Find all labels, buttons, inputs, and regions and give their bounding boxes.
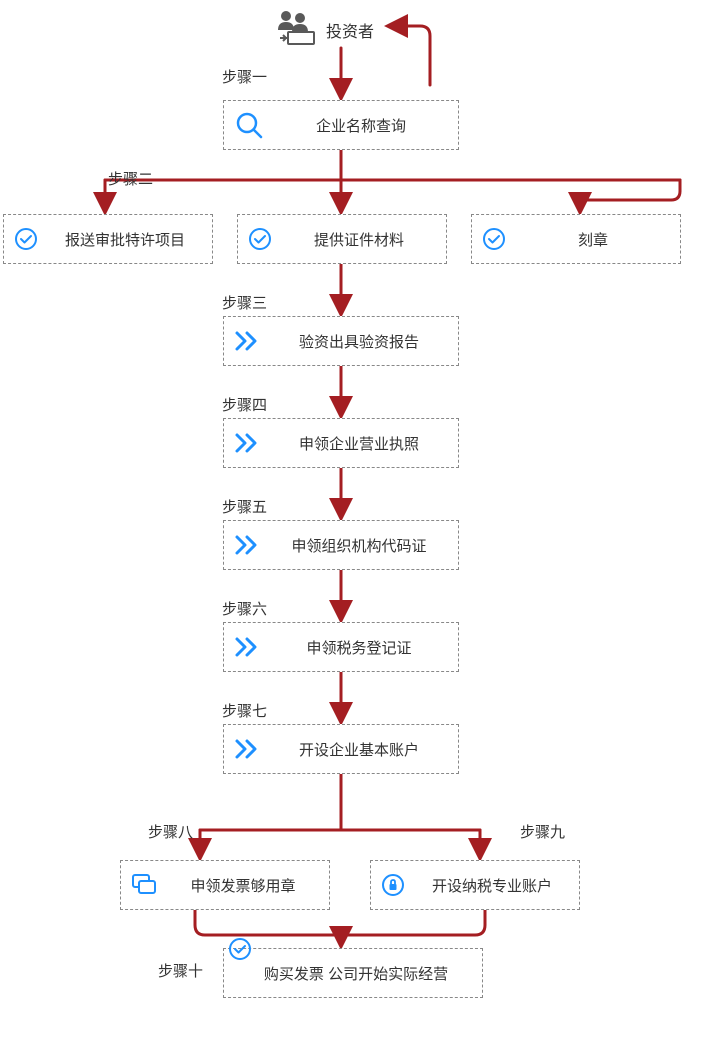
investor-icon <box>270 8 320 53</box>
check-icon <box>248 227 272 251</box>
flow-node-n6: 申领税务登记证 <box>223 622 459 672</box>
step-label: 步骤八 <box>148 821 193 842</box>
check-icon <box>228 937 252 961</box>
node-label: 购买发票 公司开始实际经营 <box>240 963 472 984</box>
flow-node-n7: 开设企业基本账户 <box>223 724 459 774</box>
step-label: 步骤七 <box>222 700 267 721</box>
flow-node-n2b: 提供证件材料 <box>237 214 447 264</box>
node-label: 企业名称查询 <box>274 115 448 136</box>
step-label: 步骤十 <box>158 960 203 981</box>
investor-label: 投资者 <box>326 18 374 42</box>
node-label: 开设企业基本账户 <box>270 739 448 760</box>
flow-node-n1: 企业名称查询 <box>223 100 459 150</box>
flow-node-n10: 购买发票 公司开始实际经营 <box>223 948 483 998</box>
step-label: 步骤六 <box>222 598 267 619</box>
node-label: 报送审批特许项目 <box>48 229 202 250</box>
node-label: 刻章 <box>516 229 670 250</box>
step-label: 步骤九 <box>520 821 565 842</box>
step-label: 步骤三 <box>222 292 267 313</box>
flow-node-n3: 验资出具验资报告 <box>223 316 459 366</box>
forward-icon <box>234 534 260 556</box>
check-icon <box>482 227 506 251</box>
flow-node-n5: 申领组织机构代码证 <box>223 520 459 570</box>
flow-node-n2c: 刻章 <box>471 214 681 264</box>
node-label: 提供证件材料 <box>282 229 436 250</box>
lock-icon <box>381 873 405 897</box>
forward-icon <box>234 330 260 352</box>
node-label: 申领企业营业执照 <box>270 433 448 454</box>
chat-icon <box>131 873 157 897</box>
node-label: 验资出具验资报告 <box>270 331 448 352</box>
node-label: 申领发票够用章 <box>167 875 319 896</box>
flow-node-n4: 申领企业营业执照 <box>223 418 459 468</box>
forward-icon <box>234 432 260 454</box>
step-label: 步骤二 <box>108 168 153 189</box>
check-icon <box>14 227 38 251</box>
node-label: 开设纳税专业账户 <box>415 875 569 896</box>
flow-node-n8: 申领发票够用章 <box>120 860 330 910</box>
flow-node-n2a: 报送审批特许项目 <box>3 214 213 264</box>
step-label: 步骤五 <box>222 496 267 517</box>
node-label: 申领税务登记证 <box>270 637 448 658</box>
node-label: 申领组织机构代码证 <box>270 535 448 556</box>
search-icon <box>234 110 264 140</box>
forward-icon <box>234 738 260 760</box>
step-label: 步骤一 <box>222 66 267 87</box>
flow-node-n9: 开设纳税专业账户 <box>370 860 580 910</box>
step-label: 步骤四 <box>222 394 267 415</box>
forward-icon <box>234 636 260 658</box>
